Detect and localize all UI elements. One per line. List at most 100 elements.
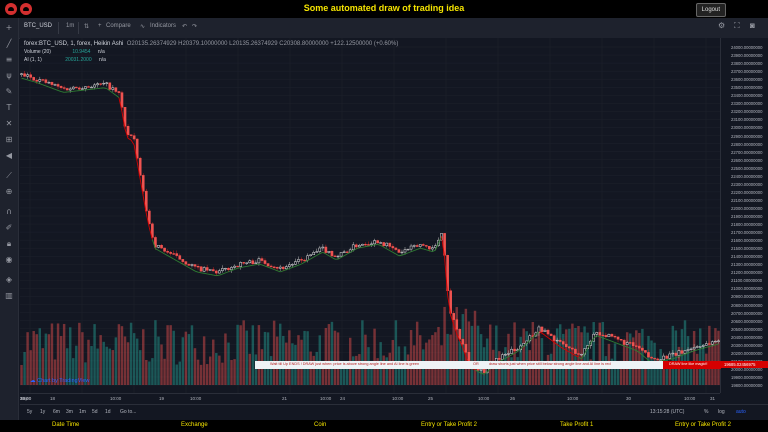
ai-line-segment: [544, 334, 549, 338]
volume-bar: [114, 337, 118, 385]
crosshair-icon[interactable]: +: [5, 23, 13, 32]
ruler-icon[interactable]: ⟋: [6, 171, 12, 180]
ai-line-segment: [368, 245, 372, 247]
zoom-icon[interactable]: ⊕: [5, 187, 13, 196]
mug-icon[interactable]: [5, 3, 17, 15]
tab-date-time[interactable]: Date Time: [52, 422, 80, 428]
horizontal-line-icon[interactable]: ≡: [5, 55, 13, 64]
pitchfork-icon[interactable]: ψ: [6, 71, 12, 80]
ai-line-segment: [474, 369, 479, 372]
tab-entry-take-profit-2-b[interactable]: Entry or Take Profit 2: [675, 422, 731, 428]
arrow-icon[interactable]: ◀: [5, 151, 13, 160]
chart-type-icon[interactable]: ⇅: [84, 24, 90, 30]
volume-bar: [102, 341, 105, 385]
undo-icon[interactable]: ↶: [182, 24, 188, 30]
candle-body: [571, 347, 574, 350]
price-tick-label: 19900.00000000: [731, 374, 763, 380]
tab-entry-take-profit-2-a[interactable]: Entry or Take Profit 2: [421, 422, 477, 428]
candle-body: [275, 267, 279, 269]
range-6m[interactable]: 6m: [53, 409, 60, 415]
time-tick-label: 24: [340, 396, 346, 401]
compare-button[interactable]: Compare: [106, 23, 131, 29]
logout-button[interactable]: Logout: [695, 3, 726, 17]
ai-line-segment: [556, 344, 561, 348]
volume-bar: [135, 338, 139, 385]
text-icon[interactable]: T: [6, 103, 12, 112]
ai-line-segment: [356, 247, 360, 250]
candle-body: [428, 246, 431, 250]
range-3m[interactable]: 3m: [66, 409, 73, 415]
price-tick-label: 20500.00000000: [731, 326, 763, 332]
forecast-icon[interactable]: ⊞: [5, 135, 13, 144]
range-5d[interactable]: 5d: [92, 409, 98, 415]
legend-open: O20135.26374929: [126, 41, 177, 47]
price-tick-label: 20400.00000000: [731, 334, 763, 340]
ai-line-segment: [389, 250, 394, 253]
candle-body: [598, 332, 602, 336]
brush-icon[interactable]: ✎: [5, 87, 13, 96]
interval-selector[interactable]: 1m: [66, 23, 75, 29]
candle-body: [141, 175, 145, 192]
chart-pane[interactable]: [20, 38, 720, 393]
ai-line-segment: [617, 343, 622, 346]
camera-icon[interactable]: ◙: [750, 21, 755, 30]
lock-icon[interactable]: 🔒︎: [6, 239, 12, 248]
percent-toggle[interactable]: %: [704, 409, 709, 415]
ai-line-segment: [54, 88, 59, 91]
volume-bar: [254, 354, 258, 385]
ai-line-segment: [182, 263, 187, 267]
goto-button[interactable]: Go to...: [120, 409, 137, 415]
signal-info-strip: Wait till Up ENDS ! DRAW just when: pric…: [255, 361, 663, 369]
range-1y[interactable]: 1y: [40, 409, 46, 415]
volume-bar: [522, 328, 525, 385]
utc-clock[interactable]: 13:15:28 (UTC): [650, 409, 685, 415]
volume-bar: [373, 328, 376, 385]
range-1d[interactable]: 1d: [105, 409, 111, 415]
ai-line-segment: [310, 256, 314, 260]
price-axis[interactable]: 24000.00000000 23900.00000000 23800.000000…: [720, 38, 768, 393]
ai-line-segment: [483, 371, 488, 375]
eye-icon[interactable]: ◉: [5, 255, 13, 264]
indicators-button[interactable]: Indicators: [150, 23, 177, 29]
ai-line-segment: [280, 270, 284, 273]
fullscreen-icon[interactable]: ⛶: [734, 21, 740, 30]
tab-take-profit-1[interactable]: Take Profit 1: [560, 422, 594, 428]
gear-icon[interactable]: ⚙: [718, 21, 726, 30]
compare-icon[interactable]: +: [98, 23, 102, 29]
mug-icon[interactable]: [20, 3, 32, 15]
volume-bar: [449, 334, 452, 385]
stay-drawing-icon[interactable]: ✐: [5, 223, 13, 232]
redo-icon[interactable]: ↷: [192, 24, 198, 30]
trash-icon[interactable]: ▥: [5, 291, 13, 300]
candle-body: [205, 267, 209, 271]
ai-line-segment: [395, 253, 400, 257]
auto-toggle[interactable]: auto: [736, 409, 746, 415]
candle-body: [291, 264, 294, 266]
magnet-icon[interactable]: ∩: [6, 207, 12, 216]
ai-line-segment: [712, 344, 716, 347]
indicators-icon[interactable]: ∿: [140, 24, 146, 30]
ai-line-segment: [547, 337, 552, 341]
ai-line-segment: [563, 348, 567, 351]
volume-bar: [56, 323, 60, 385]
time-axis[interactable]: 18 10:00 19 10:00 21 10:00 24 10:00 25 10:00 26 10:…: [20, 393, 720, 404]
price-tick-label: 22800.00000000: [731, 141, 763, 147]
ai-line-segment: [24, 78, 28, 81]
pattern-icon[interactable]: ✕: [5, 119, 13, 128]
volume-bar: [342, 361, 346, 385]
symbol-search[interactable]: BTC_USD: [24, 23, 53, 29]
volume-bar: [160, 344, 163, 385]
price-chart[interactable]: [20, 38, 720, 393]
volume-bar: [123, 336, 127, 385]
trend-line-icon[interactable]: ╱: [6, 39, 12, 48]
volume-bar: [138, 350, 142, 385]
log-toggle[interactable]: log: [718, 409, 725, 415]
tab-coin[interactable]: Coin: [314, 422, 327, 428]
volume-bar: [507, 333, 510, 385]
tab-exchange[interactable]: Exchange: [181, 422, 208, 428]
range-5y[interactable]: 5y: [27, 409, 33, 415]
range-1m[interactable]: 1m: [79, 409, 86, 415]
volume-bar: [370, 362, 373, 385]
tradingview-watermark[interactable]: ☁ Chart by TradingView: [30, 378, 90, 384]
layers-icon[interactable]: ◈: [5, 275, 13, 284]
